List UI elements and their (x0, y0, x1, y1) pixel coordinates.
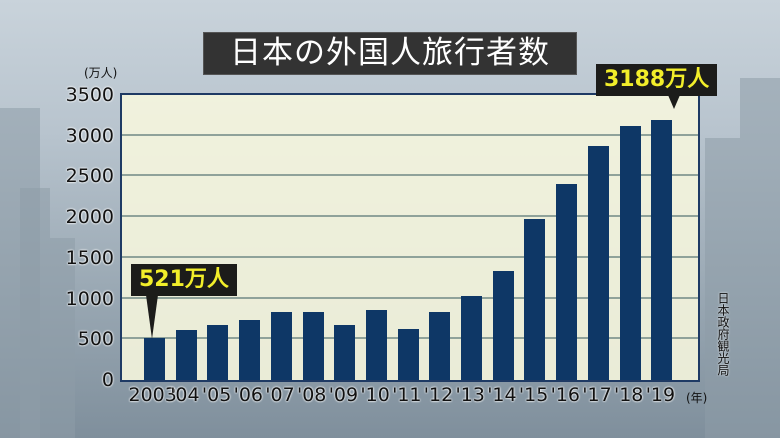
bar (144, 337, 165, 380)
bar (175, 330, 197, 380)
x-tick-label: 2003 (128, 384, 177, 406)
bar (334, 324, 356, 380)
callout-first-value: 521万人 (131, 264, 237, 296)
x-tick-label: '09 (328, 384, 359, 406)
x-axis-unit-label: (年) (686, 391, 708, 405)
bar (365, 309, 387, 380)
y-tick-label: 0 (101, 369, 114, 391)
y-tick-label: 3000 (65, 124, 114, 147)
x-tick-label: '14 (487, 384, 517, 406)
callout-last-pointer (668, 95, 680, 109)
x-tick-label: '10 (360, 384, 390, 406)
bar (619, 126, 641, 380)
bar (270, 312, 292, 380)
y-tick-label: 2500 (65, 165, 114, 188)
gridline (122, 255, 698, 258)
bar (302, 312, 324, 380)
y-tick-label: 2000 (65, 206, 114, 229)
gridline (122, 215, 698, 218)
callout-last-value: 3188万人 (596, 64, 718, 96)
bar (397, 329, 419, 380)
y-tick-label: 1500 (65, 246, 114, 269)
source-label: 日本政府観光局 (716, 292, 730, 376)
callout-first-pointer (146, 295, 158, 339)
chart-title: 日本の外国人旅行者数 (204, 33, 576, 74)
gridline (122, 296, 698, 299)
bar (556, 184, 578, 380)
plot-area (120, 93, 700, 382)
x-tick-label: '06 (233, 384, 263, 406)
x-tick-label: '18 (614, 384, 644, 406)
gridline (122, 174, 698, 177)
y-axis-unit-label: (万人) (84, 66, 118, 80)
x-tick-label: '12 (423, 384, 454, 406)
bar (461, 295, 482, 380)
bar (239, 320, 261, 380)
bar (492, 270, 514, 380)
x-tick-label: '16 (550, 384, 580, 406)
x-tick-label: '17 (582, 384, 612, 406)
y-tick-label: 3500 (65, 84, 114, 106)
bar (524, 219, 546, 380)
x-tick-label: '15 (518, 384, 549, 406)
y-tick-label: 500 (77, 328, 114, 351)
bar (429, 311, 451, 380)
gridline (122, 133, 698, 136)
x-tick-label: '05 (201, 384, 232, 406)
x-tick-label: '08 (297, 384, 327, 406)
x-tick-label: '19 (645, 384, 676, 406)
x-tick-label: '04 (170, 384, 200, 406)
y-tick-label: 1000 (65, 287, 114, 310)
bar (207, 325, 229, 380)
x-tick-label: '07 (265, 384, 295, 406)
bar (587, 146, 609, 380)
bar (651, 120, 673, 380)
x-tick-label: '13 (455, 384, 485, 406)
x-tick-label: '11 (392, 384, 422, 406)
